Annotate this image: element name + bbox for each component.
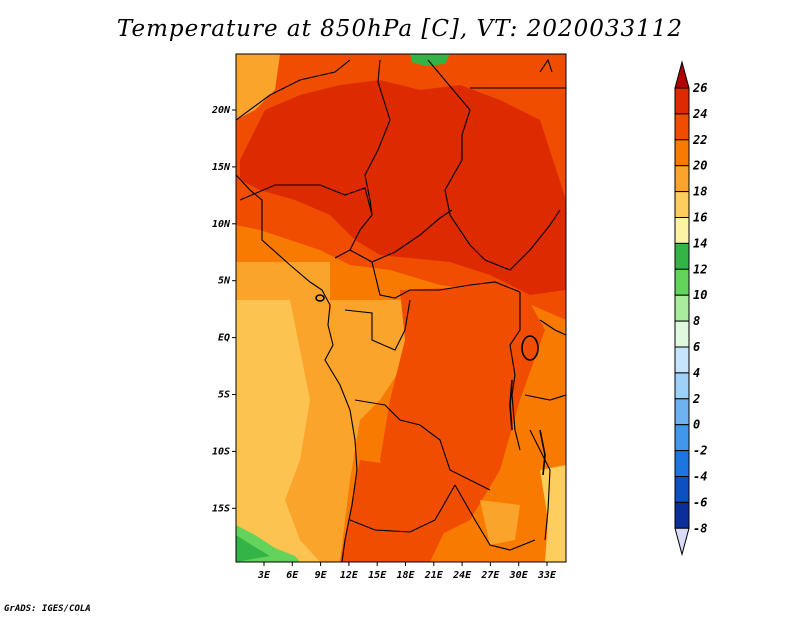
- colorbar-swatch: [674, 242, 690, 270]
- lon-label: 27E: [480, 570, 500, 581]
- field-ocean-16-18: [236, 300, 320, 562]
- bioko-island: [315, 294, 325, 302]
- colorbar-swatch: [674, 372, 690, 400]
- border-uganda-kenya: [539, 319, 566, 336]
- border-niger-chad: [364, 59, 391, 216]
- colorbar-label: 6: [693, 340, 700, 354]
- colorbar-label: -6: [693, 495, 707, 509]
- colorbar-label: 2: [692, 392, 700, 406]
- border-south-sudan: [484, 209, 561, 271]
- colorbar-label: 26: [692, 81, 707, 95]
- lat-label: EQ: [218, 333, 230, 344]
- colorbar-label: -4: [693, 470, 707, 484]
- lake-tanganyika: [509, 379, 513, 431]
- colorbar-swatch: [674, 113, 690, 141]
- colorbar-label: 18: [693, 185, 707, 199]
- border-north-west: [236, 59, 351, 121]
- colorbar-label: 20: [692, 159, 707, 173]
- border-tanzania: [524, 394, 566, 401]
- colorbar-swatch: [674, 476, 690, 503]
- colorbar-swatch: [674, 450, 690, 478]
- field-north-12-14: [410, 54, 450, 66]
- colorbar-swatch: [674, 501, 690, 529]
- colorbar-label: 12: [693, 262, 707, 276]
- colorbar-swatch: [674, 191, 690, 219]
- lat-label: 10N: [212, 219, 231, 230]
- colorbar-label: 14: [693, 236, 707, 250]
- lat-label: 15S: [212, 503, 230, 514]
- colorbar-swatch: [674, 398, 690, 426]
- border-drc-angola: [354, 399, 491, 491]
- lon-label: 21E: [424, 570, 444, 581]
- temperature-field: [236, 54, 566, 562]
- border-zambia-south: [454, 484, 536, 551]
- colorbar-label: 4: [693, 366, 700, 380]
- lon-label: 30E: [509, 570, 529, 581]
- lat-label: 20N: [211, 105, 231, 116]
- border-chad-sudan: [427, 59, 486, 261]
- colorbar-label: -8: [693, 521, 707, 535]
- border-red-sea: [539, 58, 553, 73]
- field-congo-18-20: [330, 300, 420, 420]
- longitude-axis: 3E 6E 9E 12E 15E 18E 21E 24E 27E 30E 33E: [257, 562, 557, 581]
- colorbar-label: 8: [693, 314, 700, 328]
- border-angola-south: [349, 484, 456, 533]
- colorbar-label: 22: [692, 133, 707, 147]
- field-sahel-24-26: [240, 80, 566, 295]
- field-se-16-18: [540, 465, 566, 562]
- border-car-drc: [371, 261, 521, 299]
- colorbar-swatch: [674, 165, 690, 193]
- colorbar-top-arrow: [674, 60, 690, 89]
- lake-victoria: [521, 335, 539, 361]
- political-boundaries: [236, 58, 566, 562]
- map-title: Temperature at 850hPa [C], VT: 202003311…: [116, 16, 684, 42]
- lat-label: 15N: [212, 162, 231, 173]
- field-south-22-24: [340, 460, 450, 562]
- lake-malawi: [539, 429, 546, 476]
- border-malawi-mozambique: [529, 429, 551, 541]
- colorbar-label: 16: [693, 211, 707, 225]
- border-gabon-congo: [344, 299, 411, 351]
- lon-label: 9E: [315, 570, 328, 581]
- credit-label: GrADS: IGES/COLA: [4, 604, 91, 614]
- border-drc-east: [509, 292, 521, 451]
- lat-label: 5S: [218, 390, 230, 401]
- field-se-18-20: [480, 500, 520, 545]
- lon-label: 24E: [452, 570, 472, 581]
- colorbar-label: 0: [693, 418, 700, 432]
- lakes: [315, 294, 546, 476]
- lon-label: 18E: [396, 570, 415, 581]
- colorbar-swatch: [674, 217, 690, 244]
- colorbar-label: -2: [693, 444, 707, 458]
- colorbar-swatch: [674, 139, 690, 167]
- coastline: [236, 174, 358, 562]
- latitude-axis: 20N 15N 10N 5N EQ 5S 10S 15S: [211, 105, 236, 514]
- field-nw-18-20: [236, 54, 280, 120]
- lat-label: 5N: [218, 276, 231, 287]
- colorbar-bottom-arrow: [674, 527, 690, 557]
- lon-label: 12E: [340, 570, 359, 581]
- border-car-north: [349, 209, 453, 263]
- lat-label: 10S: [212, 446, 230, 457]
- border-nigeria: [239, 184, 373, 259]
- lon-label: 3E: [257, 570, 271, 581]
- lon-label: 15E: [368, 570, 387, 581]
- colorbar-swatch: [674, 87, 690, 115]
- field-sw-12-14: [236, 535, 270, 562]
- colorbar-swatch: [674, 268, 690, 296]
- colorbar-label: 24: [692, 107, 707, 121]
- colorbar-label: 10: [693, 288, 707, 302]
- colorbar-swatch: [674, 294, 690, 322]
- colorbar-swatch: [674, 320, 690, 348]
- colorbar-swatch: [674, 346, 690, 374]
- lon-label: 33E: [537, 570, 557, 581]
- map-frame: [235, 53, 567, 563]
- colorbar-swatch: [674, 424, 690, 452]
- lon-label: 6E: [286, 570, 299, 581]
